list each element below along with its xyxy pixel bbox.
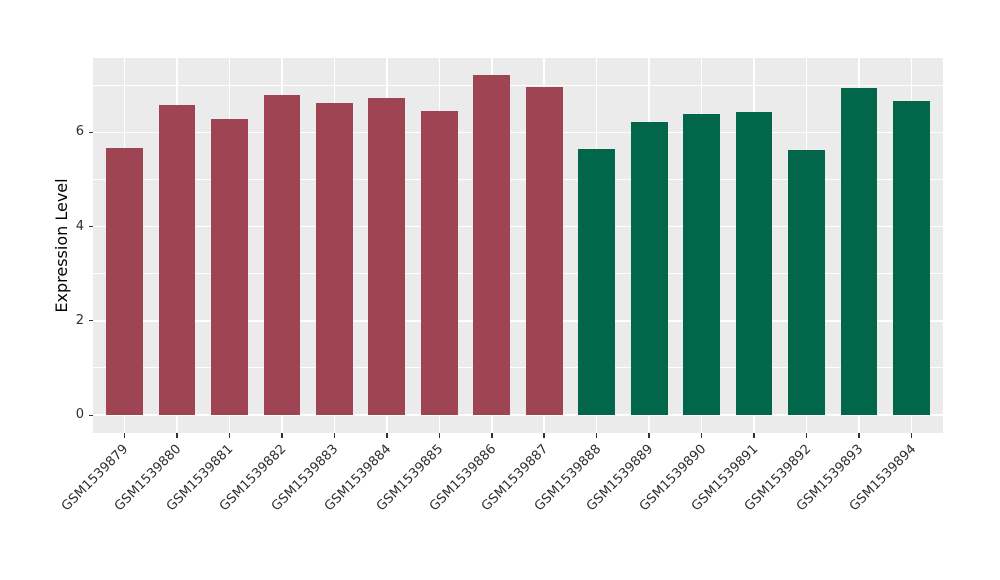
x-tick-mark xyxy=(858,433,860,438)
y-tick-mark xyxy=(88,414,93,416)
y-tick-mark xyxy=(88,131,93,133)
minor-gridline xyxy=(93,273,943,275)
y-tick-mark xyxy=(88,226,93,228)
bar xyxy=(158,105,196,416)
minor-gridline xyxy=(93,179,943,181)
bar xyxy=(420,110,458,416)
bar xyxy=(630,121,668,416)
bar xyxy=(578,149,616,416)
x-tick-mark xyxy=(805,433,808,438)
bar xyxy=(368,97,406,416)
major-gridline xyxy=(93,225,943,228)
x-tick-mark xyxy=(123,433,126,438)
minor-gridline xyxy=(93,84,943,86)
major-gridline xyxy=(93,320,943,322)
x-tick-mark xyxy=(595,433,598,438)
minor-gridline xyxy=(93,367,943,369)
bar xyxy=(211,119,248,416)
bar xyxy=(106,147,143,416)
x-tick-mark xyxy=(648,433,650,438)
x-tick-mark xyxy=(491,433,493,438)
x-tick-mark xyxy=(176,433,178,438)
x-tick-mark xyxy=(543,433,545,438)
x-tick-mark xyxy=(753,433,755,438)
bar xyxy=(525,86,563,416)
bar xyxy=(893,100,930,416)
x-tick-mark xyxy=(700,433,703,438)
x-tick-mark xyxy=(438,433,441,438)
y-axis-title: Expression Level xyxy=(52,178,71,313)
major-gridline xyxy=(93,414,943,416)
y-tick-mark xyxy=(88,320,93,322)
bar xyxy=(315,103,353,416)
x-tick-mark xyxy=(228,433,231,438)
bar xyxy=(788,150,825,416)
y-tick-label: 2 xyxy=(75,312,84,328)
major-gridline xyxy=(93,131,943,134)
bar xyxy=(683,113,720,416)
bar xyxy=(735,111,773,416)
y-tick-label: 0 xyxy=(75,407,84,423)
bar xyxy=(473,74,511,416)
bar xyxy=(840,87,878,416)
bar xyxy=(263,94,301,416)
x-tick-mark xyxy=(386,433,388,438)
x-tick-mark xyxy=(333,433,336,438)
y-tick-label: 4 xyxy=(75,218,84,234)
y-tick-label: 6 xyxy=(75,124,84,140)
x-tick-mark xyxy=(910,433,913,438)
plot-panel xyxy=(93,58,943,433)
x-tick-mark xyxy=(281,433,283,438)
